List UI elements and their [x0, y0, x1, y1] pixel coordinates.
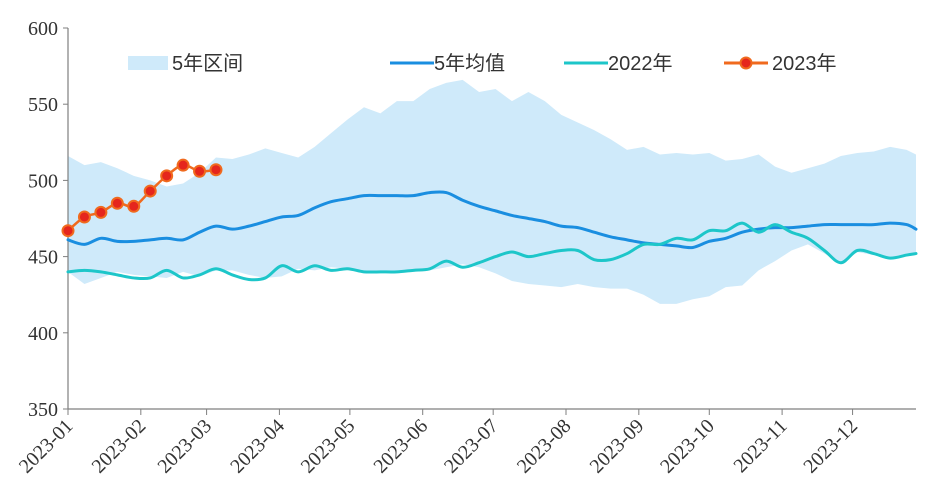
x-tick-label: 2023-07 [440, 415, 503, 478]
data-point-marker [160, 169, 174, 183]
data-point-marker [127, 199, 141, 213]
y-tick-label: 400 [28, 323, 58, 345]
x-tick-label: 2023-04 [226, 415, 289, 478]
legend-label: 5年区间 [172, 52, 243, 75]
legend-swatch-band [128, 56, 168, 70]
lines-layer [61, 158, 918, 282]
y-tick-label: 600 [28, 18, 58, 40]
data-point-marker [143, 184, 157, 198]
data-point-marker [110, 196, 124, 210]
x-tick-label: 2023-09 [586, 415, 649, 478]
x-tick-label: 2023-01 [15, 415, 78, 478]
data-point-marker [61, 224, 75, 238]
data-point-marker [94, 205, 108, 219]
x-tick-label: 2023-12 [799, 415, 862, 478]
y-tick-label: 550 [28, 94, 58, 116]
x-tick-label: 2023-06 [370, 415, 433, 478]
legend-label: 2023年 [772, 52, 837, 75]
y-tick-label: 350 [28, 399, 58, 421]
range-band-area [68, 79, 916, 304]
legend-label: 5年均值 [434, 52, 505, 75]
y-tick-label: 450 [28, 247, 58, 269]
x-tick-label: 2023-10 [656, 415, 719, 478]
series-line-2022年 [66, 221, 918, 282]
series-line-5年均值 [66, 190, 918, 250]
data-point-marker [77, 210, 91, 224]
x-tick-label: 2023-02 [88, 415, 151, 478]
data-point-marker [193, 164, 207, 178]
series-line-2023年 [66, 163, 218, 232]
x-tick-label: 2023-05 [297, 415, 360, 478]
data-point-marker [209, 163, 223, 177]
range-band-layer [68, 79, 916, 304]
legend-swatch-marker [739, 56, 753, 70]
x-tick-label: 2023-08 [513, 415, 576, 478]
legend-label: 2022年 [608, 52, 673, 75]
x-tick-label: 2023-11 [729, 415, 791, 477]
y-tick-label: 500 [28, 170, 58, 192]
x-tick-label: 2023-03 [153, 415, 216, 478]
data-point-marker [176, 158, 190, 172]
legend: 5年区间 5年均值 2022年 2023年 [128, 52, 837, 75]
